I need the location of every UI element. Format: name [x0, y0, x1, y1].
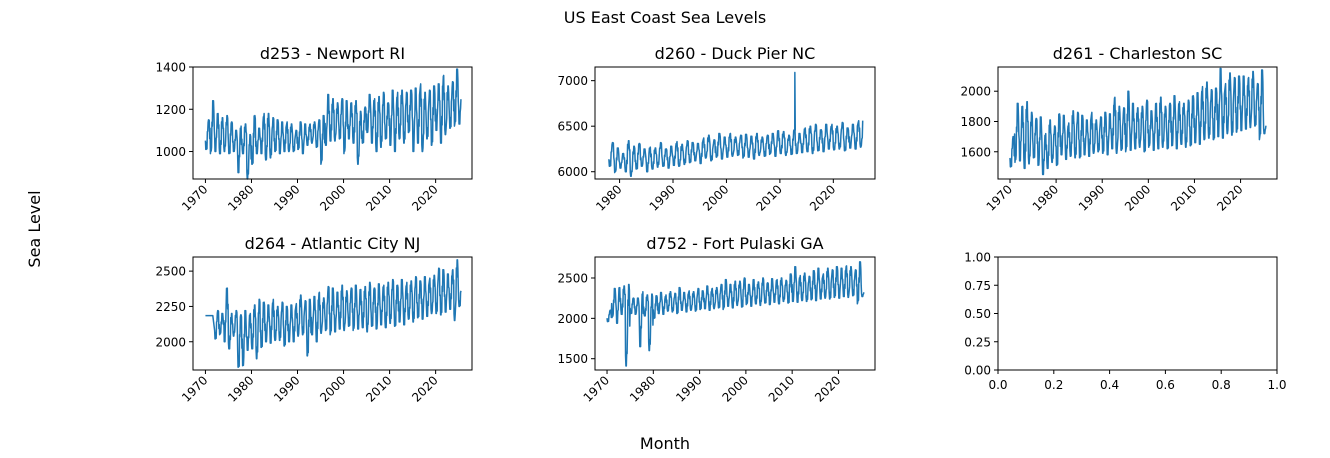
axes-frame	[192, 256, 473, 371]
x-tick-label: 1970	[179, 182, 210, 213]
subplot-title: d264 - Atlantic City NJ	[245, 234, 421, 253]
x-tick-label: 1990	[673, 373, 704, 404]
x-tick-label: 2010	[766, 373, 797, 404]
y-tick-label: 2500	[557, 271, 588, 285]
x-tick-label: 2000	[700, 182, 731, 213]
subplot-title: d260 - Duck Pier NC	[655, 44, 816, 63]
y-tick-label: 2250	[155, 300, 186, 314]
y-tick-label: 2000	[960, 85, 991, 99]
series-line	[1009, 67, 1267, 176]
y-tick-label: 2500	[155, 265, 186, 279]
figure-y-label: Sea Level	[25, 190, 44, 267]
x-tick-label: 2020	[812, 373, 843, 404]
series-line	[204, 68, 462, 180]
x-tick-label: 2020	[807, 182, 838, 213]
x-tick-label: 1980	[1030, 182, 1061, 213]
y-tick-label: 0.25	[964, 335, 991, 349]
x-tick-label: 1970	[984, 182, 1015, 213]
x-tick-label: 0.8	[1212, 378, 1231, 392]
x-tick-label: 2020	[409, 182, 440, 213]
subplot-2: d260 - Duck Pier NC 1980 1990 2000 2010 2020 6…	[557, 44, 876, 214]
x-tick-label: 2000	[1122, 182, 1153, 213]
x-tick-label: 2010	[1168, 182, 1199, 213]
axes-frame	[594, 66, 876, 180]
subplot-title: d253 - Newport RI	[260, 44, 405, 63]
x-tick-label: 1980	[225, 373, 256, 404]
x-tick-label: 2020	[1214, 182, 1245, 213]
series-line	[205, 259, 462, 368]
subplot-4: d264 - Atlantic City NJ 1970 1980 1990 2000 2…	[155, 234, 473, 405]
x-tick-label: 1980	[593, 182, 624, 213]
y-tick-label: 2000	[155, 335, 186, 349]
x-tick-label: 0.4	[1100, 378, 1119, 392]
y-tick-label: 0.50	[964, 307, 991, 321]
x-tick-label: 2010	[363, 182, 394, 213]
x-tick-label: 1980	[225, 182, 256, 213]
axes-frame	[594, 256, 876, 371]
y-tick-label: 0.00	[964, 364, 991, 378]
y-tick-label: 6500	[557, 120, 588, 134]
x-tick-label: 1970	[179, 373, 210, 404]
x-tick-label: 0.0	[988, 378, 1007, 392]
x-tick-label: 2000	[719, 373, 750, 404]
subplot-6: 0.0 0.2 0.4 0.6 0.8 1.0 0.00 0.25 0.50 0.75 1.00	[964, 251, 1286, 393]
series-line	[606, 261, 865, 367]
figure-title: US East Coast Sea Levels	[564, 8, 766, 27]
x-tick-label: 2020	[409, 373, 440, 404]
x-tick-label: 1.0	[1267, 378, 1286, 392]
subplot-grid: d253 - Newport RI 1970 1980 1990 2000 2010 202…	[155, 44, 1286, 405]
x-tick-label: 1990	[271, 182, 302, 213]
y-tick-label: 1800	[960, 115, 991, 129]
y-tick-label: 1500	[557, 352, 588, 366]
x-tick-label: 1980	[627, 373, 658, 404]
axes-frame	[997, 66, 1278, 180]
x-tick-label: 2010	[754, 182, 785, 213]
y-tick-label: 1000	[155, 145, 186, 159]
axes-frame	[192, 66, 473, 180]
x-tick-label: 1990	[647, 182, 678, 213]
subplot-3: d261 - Charleston SC 1970 1980 1990 2000 2010…	[960, 44, 1278, 214]
y-tick-label: 1600	[960, 145, 991, 159]
y-tick-label: 7000	[557, 74, 588, 88]
subplot-title: d261 - Charleston SC	[1053, 44, 1223, 63]
y-tick-label: 1.00	[964, 251, 991, 265]
axes-frame	[997, 256, 1278, 371]
x-tick-label: 1990	[271, 373, 302, 404]
subplot-title: d752 - Fort Pulaski GA	[646, 234, 823, 253]
x-tick-label: 2000	[317, 182, 348, 213]
x-tick-label: 1990	[1076, 182, 1107, 213]
x-tick-label: 1970	[581, 373, 612, 404]
y-tick-label: 2000	[557, 312, 588, 326]
x-tick-label: 2000	[317, 373, 348, 404]
figure-x-label: Month	[640, 434, 690, 453]
y-tick-label: 1200	[155, 103, 186, 117]
y-tick-label: 0.75	[964, 279, 991, 293]
y-tick-label: 1400	[155, 61, 186, 75]
x-tick-label: 0.2	[1044, 378, 1063, 392]
x-tick-label: 0.6	[1156, 378, 1175, 392]
subplot-5: d752 - Fort Pulaski GA 1970 1980 1990 2000 20…	[557, 234, 876, 405]
series-line	[608, 71, 864, 178]
x-tick-label: 2010	[363, 373, 394, 404]
subplot-1: d253 - Newport RI 1970 1980 1990 2000 2010 202…	[155, 44, 473, 214]
y-tick-label: 6000	[557, 165, 588, 179]
